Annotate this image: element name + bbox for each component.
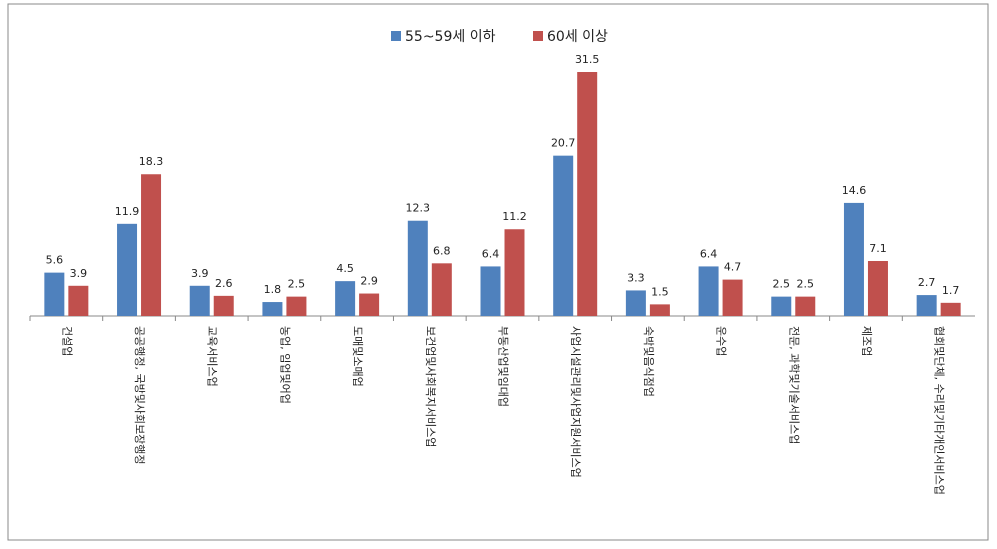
x-tick-label: 보건업및사회복지서비스업 bbox=[424, 326, 437, 447]
x-tick-label: 부동산업및임대업 bbox=[497, 326, 510, 407]
bar bbox=[771, 296, 792, 316]
bar bbox=[68, 285, 89, 316]
value-label: 11.9 bbox=[115, 205, 140, 218]
value-label: 1.5 bbox=[651, 285, 669, 298]
value-label: 3.3 bbox=[627, 271, 645, 284]
x-tick-label: 도매및소매업 bbox=[351, 326, 364, 387]
bar bbox=[843, 202, 864, 316]
bar bbox=[722, 279, 743, 316]
value-label: 31.5 bbox=[575, 53, 600, 66]
x-tick-label: 교육서비스업 bbox=[206, 326, 219, 387]
x-tick-label: 건설업 bbox=[60, 326, 73, 356]
x-tick-label: 운수업 bbox=[715, 326, 728, 356]
value-label: 3.9 bbox=[191, 267, 209, 280]
bar bbox=[335, 281, 356, 316]
x-tick-label: 사업시설관리및사업지원서비스업 bbox=[569, 326, 582, 478]
legend-swatch bbox=[391, 31, 401, 41]
bar bbox=[553, 155, 574, 316]
chart-frame bbox=[7, 3, 989, 541]
value-label: 4.5 bbox=[336, 262, 354, 275]
legend-label: 60세 이상 bbox=[547, 29, 608, 45]
legend-swatch bbox=[533, 31, 543, 41]
bar bbox=[286, 296, 307, 316]
bar bbox=[698, 266, 719, 316]
x-tick-label: 전문, 과학및기술서비스업 bbox=[787, 326, 800, 444]
bar bbox=[867, 261, 888, 316]
bar bbox=[44, 272, 65, 316]
x-tick-label: 제조업 bbox=[860, 326, 873, 356]
value-label: 14.6 bbox=[842, 184, 867, 197]
value-label: 7.1 bbox=[869, 242, 887, 255]
value-label: 2.5 bbox=[797, 278, 815, 291]
value-label: 2.7 bbox=[918, 276, 936, 289]
x-tick-label: 협회및단체, 수리및기타개인서비스업 bbox=[933, 326, 946, 495]
bar bbox=[189, 285, 210, 316]
value-label: 5.6 bbox=[46, 254, 64, 267]
value-label: 3.9 bbox=[70, 267, 88, 280]
value-label: 2.5 bbox=[288, 278, 306, 291]
value-label: 6.4 bbox=[700, 247, 718, 260]
value-label: 4.7 bbox=[724, 261, 742, 274]
bar bbox=[940, 302, 961, 316]
legend-label: 55~59세 이하 bbox=[405, 29, 496, 45]
bar bbox=[141, 174, 162, 316]
bar bbox=[916, 295, 937, 316]
value-label: 6.4 bbox=[482, 247, 500, 260]
value-label: 12.3 bbox=[406, 202, 431, 215]
bar bbox=[431, 263, 452, 316]
bar bbox=[407, 220, 428, 316]
bar bbox=[504, 229, 525, 316]
bar bbox=[359, 293, 380, 316]
value-label: 1.7 bbox=[942, 284, 960, 297]
value-label: 20.7 bbox=[551, 137, 576, 150]
bar bbox=[625, 290, 646, 316]
value-label: 18.3 bbox=[139, 155, 164, 168]
x-tick-label: 공공행정, 국방및사회보장행정 bbox=[133, 326, 146, 465]
bar bbox=[577, 72, 598, 316]
value-label: 6.8 bbox=[433, 244, 451, 257]
bar bbox=[649, 304, 670, 316]
x-tick-label: 농업, 임업및어업 bbox=[278, 326, 291, 404]
value-label: 1.8 bbox=[264, 283, 282, 296]
x-tick-label: 숙박및음식점업 bbox=[642, 326, 655, 397]
bar bbox=[213, 295, 234, 316]
value-label: 2.5 bbox=[773, 278, 791, 291]
bar bbox=[262, 302, 283, 316]
value-label: 11.2 bbox=[502, 210, 527, 223]
bar bbox=[480, 266, 501, 316]
value-label: 2.9 bbox=[360, 275, 378, 288]
bar bbox=[795, 296, 816, 316]
bar bbox=[117, 223, 138, 316]
value-label: 2.6 bbox=[215, 277, 233, 290]
